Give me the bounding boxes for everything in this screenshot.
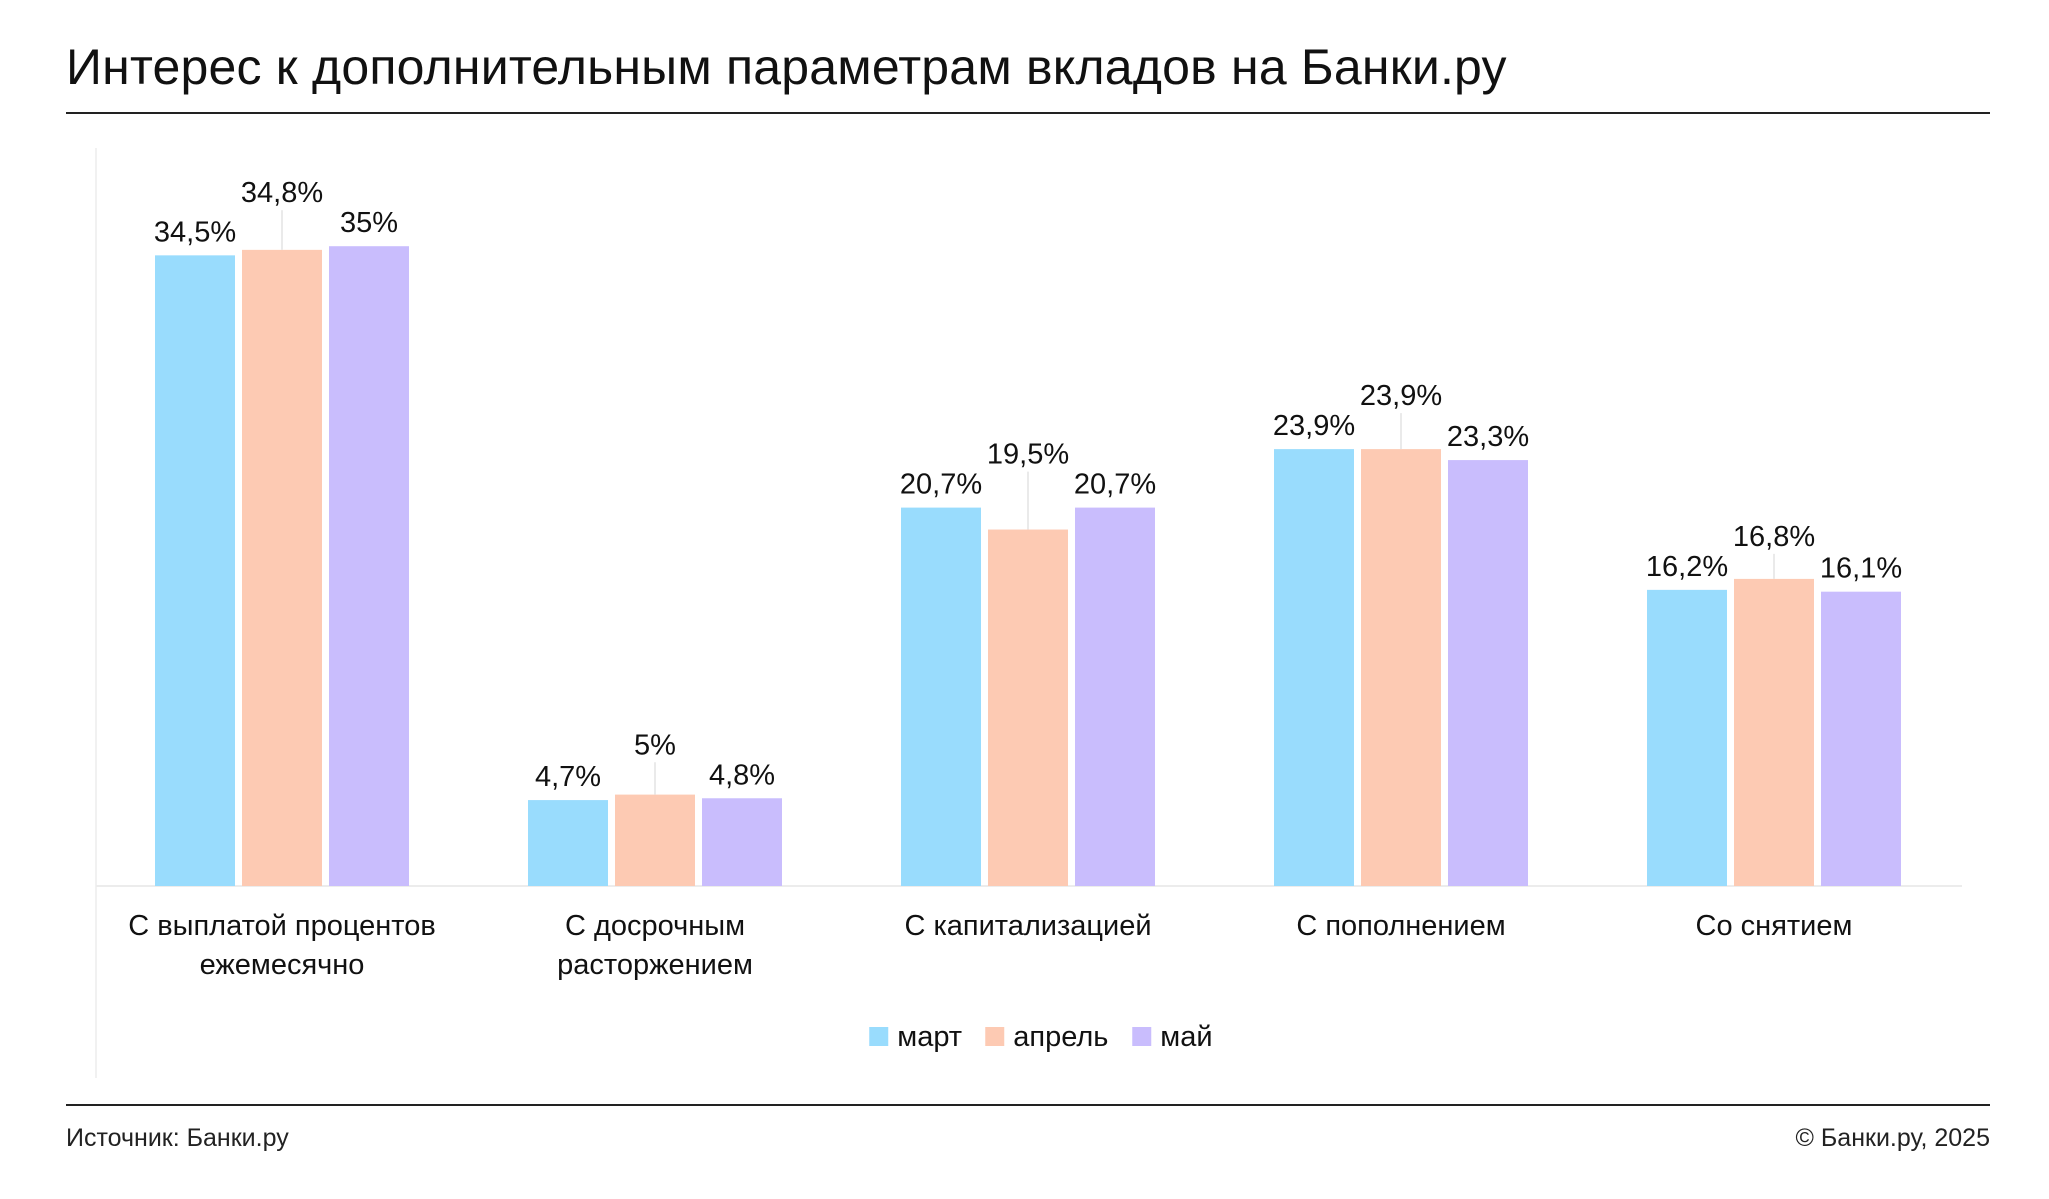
data-label-март-5: 16,2% [1646, 551, 1728, 583]
data-label-май-4: 23,3% [1447, 421, 1529, 453]
data-label-март-2: 4,7% [535, 761, 601, 793]
data-label-апрель-5: 16,8% [1733, 521, 1815, 553]
source-note: Источник: Банки.ру [66, 1124, 289, 1152]
x-tick-label-5: Со снятием [1696, 910, 1853, 942]
legend-label-март: март [897, 1021, 962, 1053]
chart-title: Интерес к дополнительным параметрам вкла… [66, 39, 1507, 95]
data-label-май-2: 4,8% [709, 759, 775, 791]
data-label-март-3: 20,7% [900, 469, 982, 501]
copyright-note: © Банки.ру, 2025 [1795, 1124, 1990, 1152]
bar-март-3 [901, 507, 981, 886]
bar-апрель-4 [1361, 449, 1441, 886]
bar-март-4 [1274, 449, 1354, 886]
x-tick-label-4: С пополнением [1296, 910, 1505, 942]
bar-май-2 [702, 798, 782, 886]
data-label-апрель-2: 5% [634, 729, 676, 761]
x-tick-label-1: ежемесячно [200, 949, 365, 981]
x-tick-label-2: расторжением [557, 949, 753, 981]
data-label-апрель-4: 23,9% [1360, 380, 1442, 412]
bar-апрель-2 [615, 794, 695, 886]
data-label-март-1: 34,5% [154, 216, 236, 248]
data-label-апрель-3: 19,5% [987, 439, 1069, 471]
footer-divider [66, 1104, 1990, 1106]
bar-апрель-3 [988, 529, 1068, 886]
x-tick-label-1: С выплатой процентов [128, 910, 436, 942]
bar-май-4 [1448, 460, 1528, 886]
legend-swatch-апрель [985, 1027, 1005, 1046]
bar-май-5 [1821, 591, 1901, 886]
legend-label-май: май [1160, 1021, 1212, 1053]
data-label-март-4: 23,9% [1273, 410, 1355, 442]
legend-swatch-май [1132, 1027, 1152, 1046]
bar-май-3 [1075, 507, 1155, 886]
x-tick-label-3: С капитализацией [904, 910, 1151, 942]
bar-апрель-5 [1734, 578, 1814, 886]
legend-label-апрель: апрель [1013, 1021, 1108, 1053]
bar-март-1 [155, 255, 235, 887]
bar-апрель-1 [242, 249, 322, 886]
data-label-апрель-1: 34,8% [241, 177, 323, 209]
data-label-май-3: 20,7% [1074, 469, 1156, 501]
x-tick-label-2: С досрочным [565, 910, 745, 942]
legend-swatch-март [869, 1027, 889, 1046]
data-label-май-5: 16,1% [1820, 553, 1902, 585]
title-divider [66, 112, 1990, 114]
bar-март-2 [528, 800, 608, 886]
bar-май-1 [329, 246, 409, 886]
bar-март-5 [1647, 589, 1727, 886]
data-label-май-1: 35% [340, 207, 398, 239]
